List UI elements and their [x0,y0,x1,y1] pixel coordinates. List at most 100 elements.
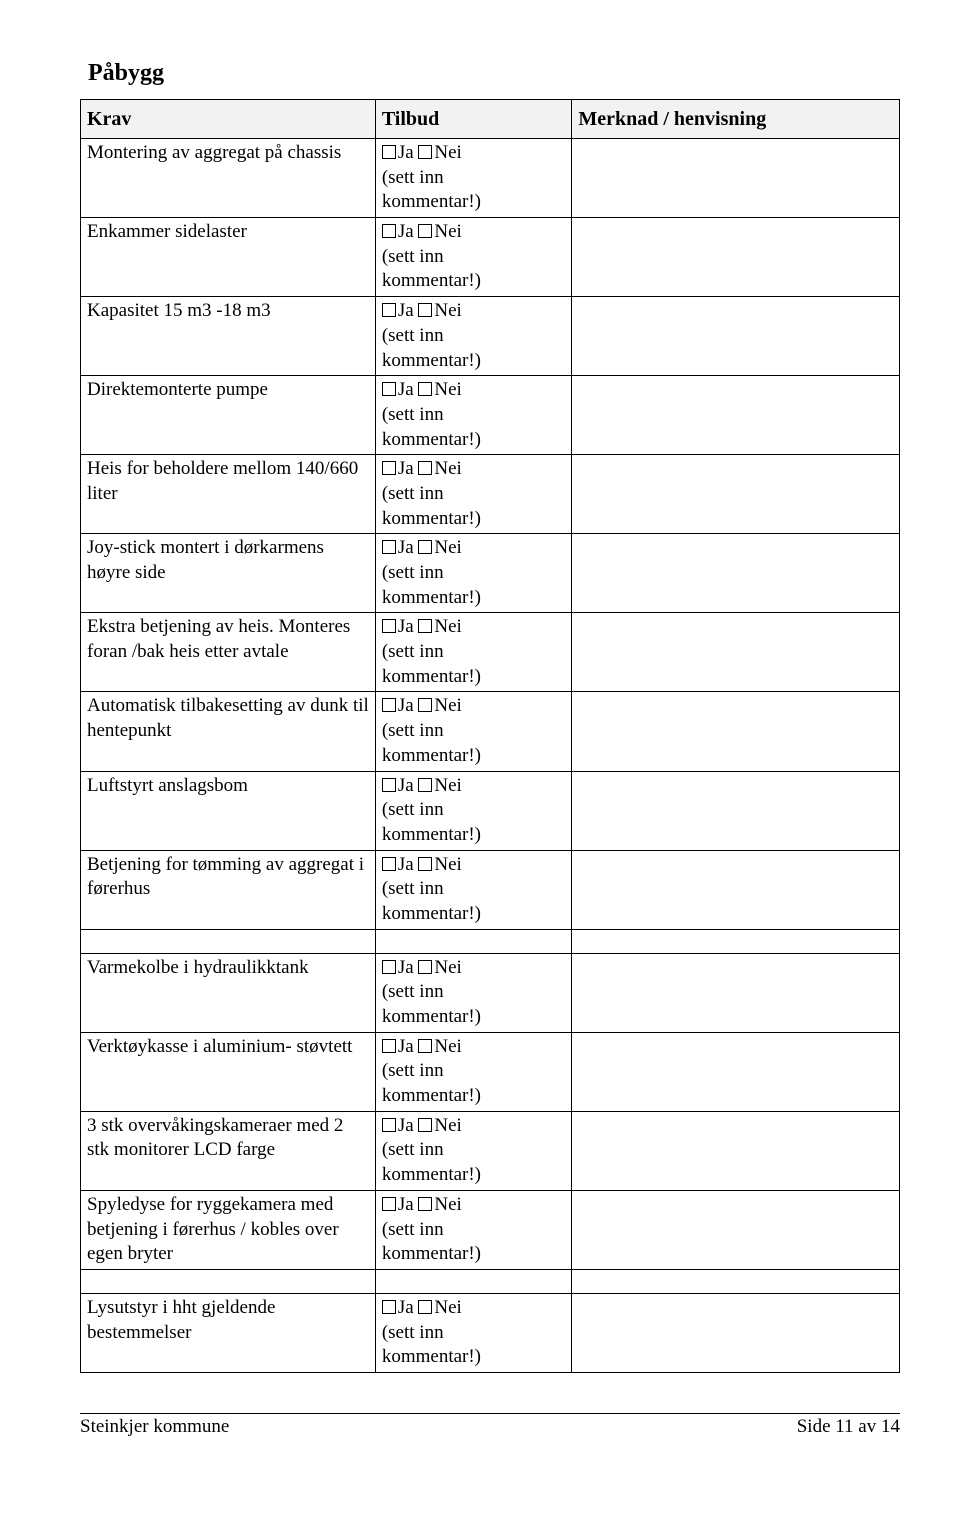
checkbox-ja[interactable] [382,619,396,633]
label-nei: Nei [434,537,461,558]
kommentar: kommentar!) [382,587,481,608]
checkbox-ja[interactable] [382,698,396,712]
krav-cell: Luftstyrt anslagsbom [81,771,376,850]
label-ja: Ja [398,142,414,163]
table-row: Verktøykasse i aluminium- støvtettJa Nei… [81,1032,900,1111]
tilbud-cell: Ja Nei(sett innkommentar!) [375,953,572,1032]
kommentar: kommentar!) [382,1346,481,1367]
checkbox-ja[interactable] [382,1118,396,1132]
sett-inn: (sett inn [382,878,444,899]
label-nei: Nei [434,379,461,400]
checkbox-ja[interactable] [382,461,396,475]
table-row: Enkammer sidelasterJa Nei(sett innkommen… [81,218,900,297]
sett-inn: (sett inn [382,799,444,820]
checkbox-nei[interactable] [418,698,432,712]
tilbud-cell: Ja Nei(sett innkommentar!) [375,455,572,534]
tilbud-cell: Ja Nei(sett innkommentar!) [375,1190,572,1269]
checkbox-nei[interactable] [418,1118,432,1132]
checkbox-ja[interactable] [382,1300,396,1314]
empty-cell [375,1269,572,1293]
sett-inn: (sett inn [382,981,444,1002]
kommentar: kommentar!) [382,824,481,845]
label-nei: Nei [434,142,461,163]
checkbox-ja[interactable] [382,303,396,317]
krav-cell: Montering av aggregat på chassis [81,139,376,218]
checkbox-ja[interactable] [382,778,396,792]
tilbud-cell: Ja Nei(sett innkommentar!) [375,1032,572,1111]
merknad-cell [572,613,900,692]
label-ja: Ja [398,300,414,321]
kommentar: kommentar!) [382,350,481,371]
merknad-cell [572,455,900,534]
kommentar: kommentar!) [382,1006,481,1027]
merknad-cell [572,953,900,1032]
label-nei: Nei [434,458,461,479]
krav-cell: Spyledyse for ryggekamera med betjening … [81,1190,376,1269]
table-row: Spyledyse for ryggekamera med betjening … [81,1190,900,1269]
table-row: Kapasitet 15 m3 -18 m3Ja Nei(sett innkom… [81,297,900,376]
merknad-cell [572,139,900,218]
krav-cell: Automatisk tilbakesetting av dunk til he… [81,692,376,771]
checkbox-ja[interactable] [382,382,396,396]
checkbox-nei[interactable] [418,540,432,554]
kommentar: kommentar!) [382,1164,481,1185]
checkbox-nei[interactable] [418,461,432,475]
kommentar: kommentar!) [382,745,481,766]
checkbox-ja[interactable] [382,145,396,159]
krav-cell: Direktemonterte pumpe [81,376,376,455]
label-ja: Ja [398,616,414,637]
label-nei: Nei [434,221,461,242]
label-nei: Nei [434,1036,461,1057]
table-row: Direktemonterte pumpe Ja Nei (sett inn komm… [81,376,900,455]
krav-cell: Varmekolbe i hydraulikktank [81,953,376,1032]
krav-cell: Heis for beholdere mellom 140/660 liter [81,455,376,534]
checkbox-nei[interactable] [418,1039,432,1053]
checkbox-nei[interactable] [418,960,432,974]
empty-cell [572,1269,900,1293]
empty-cell [375,929,572,953]
requirements-table: Krav Tilbud Merknad / henvisning Monteri… [80,99,900,1373]
krav-cell: Kapasitet 15 m3 -18 m3 [81,297,376,376]
checkbox-ja[interactable] [382,960,396,974]
table-row [81,929,900,953]
checkbox-nei[interactable] [418,224,432,238]
checkbox-ja[interactable] [382,224,396,238]
checkbox-ja[interactable] [382,857,396,871]
krav-cell: Ekstra betjening av heis. Monteres foran… [81,613,376,692]
checkbox-ja[interactable] [382,540,396,554]
table-row: Lysutstyr i hht gjeldende bestemmelserJa… [81,1293,900,1372]
checkbox-nei[interactable] [418,303,432,317]
empty-cell [81,1269,376,1293]
checkbox-nei[interactable] [418,382,432,396]
label-nei: Nei [434,1194,461,1215]
merknad-cell [572,218,900,297]
label-nei: Nei [434,695,461,716]
checkbox-ja[interactable] [382,1039,396,1053]
label-ja: Ja [398,379,414,400]
tilbud-cell: Ja Nei(sett innkommentar!) [375,218,572,297]
page-footer: Steinkjer kommune Side 11 av 14 [80,1416,900,1438]
checkbox-nei[interactable] [418,857,432,871]
kommentar: kommentar!) [382,429,481,450]
checkbox-ja[interactable] [382,1197,396,1211]
kommentar: kommentar!) [382,1243,481,1264]
merknad-cell [572,297,900,376]
checkbox-nei[interactable] [418,1300,432,1314]
checkbox-nei[interactable] [418,778,432,792]
checkbox-nei[interactable] [418,145,432,159]
label-ja: Ja [398,1297,414,1318]
tilbud-cell: Ja Nei(sett innkommentar!) [375,613,572,692]
label-ja: Ja [398,1036,414,1057]
checkbox-nei[interactable] [418,1197,432,1211]
sett-inn: (sett inn [382,404,444,425]
label-nei: Nei [434,616,461,637]
table-row: Joy-stick montert i dørkarmens høyre sid… [81,534,900,613]
label-nei: Nei [434,775,461,796]
table-row: 3 stk overvåkingskameraer med 2 stk moni… [81,1111,900,1190]
label-ja: Ja [398,1194,414,1215]
table-row: Varmekolbe i hydraulikktankJa Nei(sett i… [81,953,900,1032]
footer-left: Steinkjer kommune [80,1416,229,1438]
checkbox-nei[interactable] [418,619,432,633]
page-heading: Påbygg [88,60,900,87]
tilbud-cell: Ja Nei (sett inn kommentar!) [375,376,572,455]
